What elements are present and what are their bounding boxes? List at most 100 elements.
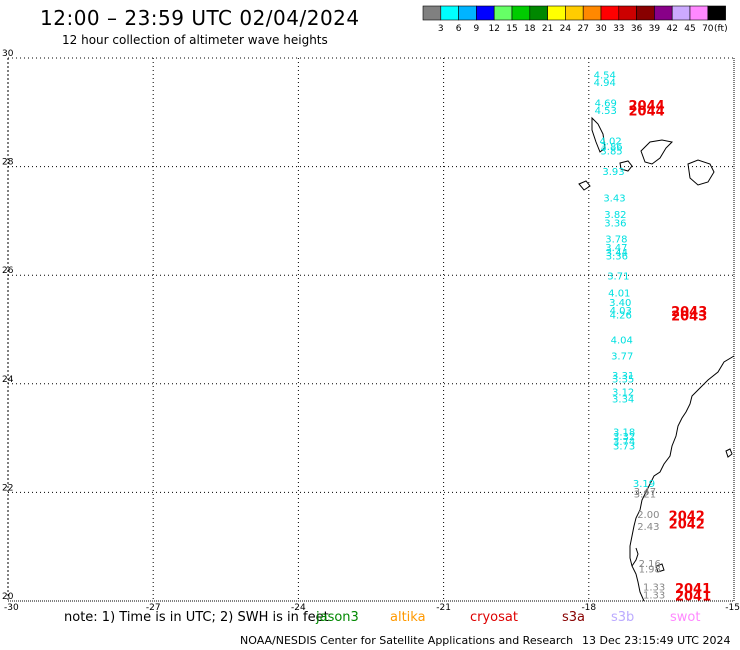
wave-height-label: 3.36 xyxy=(606,252,628,263)
color-bin-swatch xyxy=(547,5,566,21)
island-la-gomera xyxy=(619,160,633,172)
color-bin-swatch xyxy=(671,5,691,21)
lat-lon-grid: 302826242220-30-27-24-21-18-15 xyxy=(2,49,740,613)
legend-jason3: jason3 xyxy=(316,610,359,625)
color-bin-label: 70 xyxy=(702,24,714,34)
lat-tick-label: 24 xyxy=(2,375,14,385)
color-bin-label: 36 xyxy=(631,24,643,34)
coastline xyxy=(578,116,735,602)
color-bin-swatch xyxy=(582,5,602,21)
wave-height-label: 3.31 xyxy=(612,371,634,382)
wave-height-label: 1.33 xyxy=(643,590,665,601)
lat-tick-label: 20 xyxy=(2,592,14,602)
pass-time-label: 2044 xyxy=(628,99,664,114)
color-bin-label: 45 xyxy=(684,24,695,34)
page-subtitle: 12 hour collection of altimeter wave hei… xyxy=(62,33,328,47)
pass-time-label: 2044 xyxy=(628,105,664,120)
lat-tick-label: 30 xyxy=(2,49,14,59)
color-bin-label: 6 xyxy=(456,24,462,34)
wave-height-label: 3.18 xyxy=(613,428,635,439)
wave-height-label: 3.93 xyxy=(602,167,624,178)
lat-tick-label: 26 xyxy=(2,266,14,276)
wave-height-label: 3.44 xyxy=(606,248,628,259)
color-bin-label: 3 xyxy=(438,24,444,34)
legend-swot: swot xyxy=(670,610,701,625)
wave-height-label: 3.19 xyxy=(633,479,655,490)
color-bin-label: 42 xyxy=(666,24,677,34)
wave-height-label: 3.21 xyxy=(634,489,656,500)
color-bin-swatch xyxy=(600,5,620,21)
wave-height-label: 4.54 xyxy=(594,70,616,81)
wave-height-label: 4.26 xyxy=(610,310,632,321)
color-bin-swatch xyxy=(529,5,548,21)
color-bin-swatch xyxy=(422,5,442,21)
wave-height-label: 3.43 xyxy=(603,194,625,205)
wave-height-label: 3.74 xyxy=(613,437,635,448)
island-la-palma xyxy=(591,116,606,153)
color-bin-label: 9 xyxy=(474,24,480,34)
wave-height-label: 4.04 xyxy=(611,335,633,346)
color-bin-label: 27 xyxy=(577,24,588,34)
island-el-hierro xyxy=(578,180,591,191)
wave-height-label: 3.32 xyxy=(613,432,635,443)
lon-tick-label: -27 xyxy=(146,603,161,613)
island-gran-canaria xyxy=(687,159,715,186)
island-tenerife xyxy=(640,139,674,165)
color-bin-swatch xyxy=(565,5,584,21)
map-frame xyxy=(7,57,735,602)
color-scale-unit: (ft) xyxy=(714,24,728,34)
legend-s3a: s3a xyxy=(562,610,586,625)
pass-time-label: 2041 xyxy=(675,582,711,597)
lon-tick-label: -30 xyxy=(4,603,19,613)
credit-text: NOAA/NESDIS Center for Satellite Applica… xyxy=(240,634,574,647)
wave-height-label: 4.02 xyxy=(599,137,621,148)
lat-tick-label: 22 xyxy=(2,483,13,493)
color-bin-swatch xyxy=(440,5,459,21)
wave-height-label: 4.94 xyxy=(594,78,616,89)
wave-height-label: 3.71 xyxy=(607,272,629,283)
wave-height-label: 3.86 xyxy=(600,142,622,153)
pass-time-label: 2042 xyxy=(669,510,705,525)
wave-height-labels: 4.544.94 4.694.53 4.023.863.85 3.93 3.43 3.82… xyxy=(594,70,666,601)
color-bin-label: 24 xyxy=(560,24,572,34)
legend-cryosat: cryosat xyxy=(470,610,518,625)
legend-altika: altika xyxy=(390,610,426,625)
wave-height-label: 3.34 xyxy=(612,394,634,405)
lon-tick-label: -24 xyxy=(291,603,306,613)
legend-s3b: s3b xyxy=(611,610,635,625)
wave-height-label: 2.16 xyxy=(639,559,661,570)
color-bin-label: 21 xyxy=(542,24,553,34)
color-scale-bar: 3 6 9 12 15 18 21 24 27 30 33 36 39 42 45 70 (ft) xyxy=(422,5,728,34)
color-bin-swatch xyxy=(511,5,531,21)
credit-row: NOAA/NESDIS Center for Satellite Applica… xyxy=(0,634,740,648)
pass-time-label: 2041 xyxy=(675,590,711,605)
wave-height-label: 3.36 xyxy=(604,219,626,230)
footer-note-row: note: 1) Time is in UTC; 2) SWH is in fe… xyxy=(0,610,740,628)
color-bin-swatch xyxy=(636,5,655,21)
wave-height-label: 3.47 xyxy=(634,487,656,498)
color-bin-label: 39 xyxy=(649,24,661,34)
wave-height-label: 1.33 xyxy=(643,582,665,593)
wave-height-label: 3.40 xyxy=(609,298,631,309)
island-arguin xyxy=(725,448,733,458)
lon-tick-label: -21 xyxy=(436,603,451,613)
wave-height-label: 3.73 xyxy=(613,442,635,453)
timestamp: 13 Dec 23:15:49 UTC 2024 xyxy=(582,634,731,647)
wave-height-label: 3.85 xyxy=(600,146,622,157)
pass-time-label: 2043 xyxy=(671,305,707,320)
pass-time-label: 2042 xyxy=(669,517,705,532)
wave-height-label: 4.69 xyxy=(595,99,617,110)
lon-tick-label: -18 xyxy=(581,603,596,613)
color-bin-label: 15 xyxy=(506,24,517,34)
wave-height-label: 1.98 xyxy=(639,564,661,575)
wave-height-label: 2.00 xyxy=(637,510,659,521)
wave-height-label: 3.47 xyxy=(605,243,627,254)
wave-height-label: 4.03 xyxy=(610,306,632,317)
wave-height-label: 3.35 xyxy=(612,374,634,385)
color-bin-swatch xyxy=(493,5,513,21)
wave-height-label: 2.43 xyxy=(637,522,659,533)
page-title: 12:00 – 23:59 UTC 02/04/2024 xyxy=(40,6,360,30)
color-bin-swatch xyxy=(458,5,477,21)
color-bin-label: 12 xyxy=(488,24,499,34)
